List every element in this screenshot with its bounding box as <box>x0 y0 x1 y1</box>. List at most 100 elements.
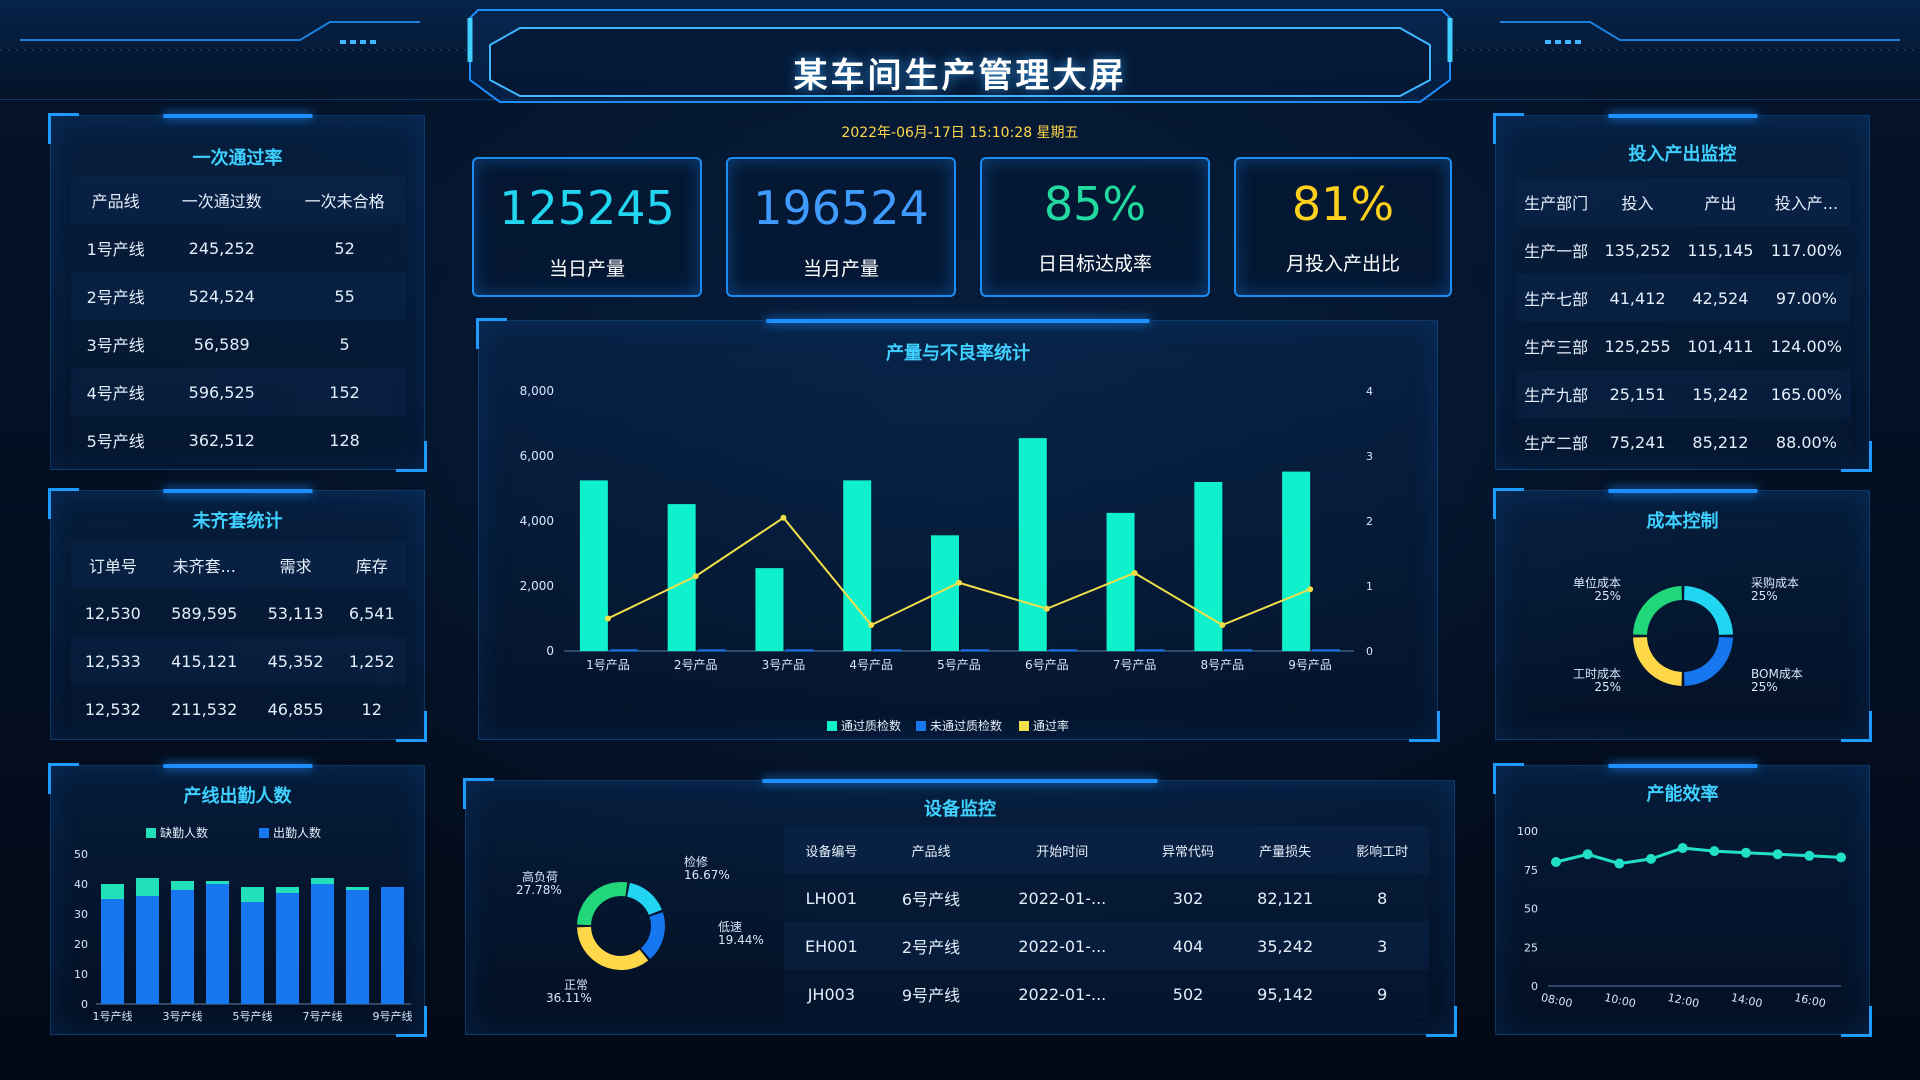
page-title: 某车间生产管理大屏 <box>793 56 1127 96</box>
efficiency-point <box>1836 852 1846 863</box>
bar-present <box>276 893 299 1004</box>
column-header: 投入 <box>1596 178 1679 226</box>
bar-fail <box>609 649 638 652</box>
y-tick-label: 2,000 <box>520 579 554 593</box>
column-header: 库存 <box>337 541 406 589</box>
table-cell: 95,142 <box>1234 970 1336 1018</box>
panel-accent <box>762 779 1158 783</box>
y-tick-label: 0 <box>546 644 554 658</box>
table-row: 生产二部 75,241 85,212 88.00% <box>1516 418 1851 466</box>
rate-point <box>780 514 787 521</box>
table-cell: 25,151 <box>1596 370 1679 418</box>
table-cell: 生产三部 <box>1516 322 1597 370</box>
column-header: 影响工时 <box>1335 826 1429 874</box>
x-tick-label: 2号产品 <box>674 658 718 672</box>
header: 某车间生产管理大屏 <box>0 0 1920 110</box>
y-tick-label: 10 <box>74 968 88 981</box>
table-cell: 302 <box>1141 874 1235 922</box>
bar-absent <box>136 878 159 896</box>
column-header: 开始时间 <box>983 826 1142 874</box>
slice-name: 单位成本 <box>1572 576 1621 590</box>
panel-accent <box>766 319 1150 323</box>
table-row: 2号产线 524,524 55 <box>71 272 406 320</box>
panel-accent <box>162 114 313 118</box>
x-tick-label: 08:00 <box>1540 991 1574 1010</box>
donut-label: BOM成本 25% <box>1751 668 1803 694</box>
panel-title: 产量与不良率统计 <box>886 343 1030 364</box>
table-cell: 125,255 <box>1596 322 1679 370</box>
y-tick-label: 50 <box>74 848 88 861</box>
bar-absent <box>276 887 299 893</box>
bar-absent <box>311 878 334 884</box>
efficiency-point <box>1646 853 1656 864</box>
bar-pass <box>579 480 608 651</box>
panel-title: 产线出勤人数 <box>183 786 292 807</box>
y-tick-label: 6,000 <box>520 449 554 463</box>
legend-label: 缺勤人数 <box>160 826 209 840</box>
table-cell: 4号产线 <box>71 368 161 416</box>
bar-present <box>171 890 194 1004</box>
column-header: 产品线 <box>71 176 161 224</box>
panel-accent <box>1607 489 1758 493</box>
table-cell: 415,121 <box>154 637 254 685</box>
slice-name: 采购成本 <box>1751 576 1800 590</box>
table-cell: 88.00% <box>1761 418 1851 466</box>
table-cell: 502 <box>1141 970 1235 1018</box>
y-tick-label: 4,000 <box>520 514 554 528</box>
y-tick-label: 25 <box>1524 941 1538 954</box>
bar-fail <box>1224 649 1253 652</box>
table-cell: 生产一部 <box>1516 226 1597 274</box>
table-cell: 1号产线 <box>71 224 161 272</box>
bar-pass <box>1018 438 1047 651</box>
table-cell: 75,241 <box>1596 418 1679 466</box>
table-cell: 6,541 <box>337 589 406 637</box>
efficiency-panel: 产能效率 0 25 50 75 100 08:00 10:00 12:00 14:00 16:00 <box>1493 763 1872 1037</box>
table-row: 4号产线 596,525 152 <box>71 368 406 416</box>
table-cell: 55 <box>283 272 406 320</box>
y-tick-label: 40 <box>74 878 88 891</box>
table-row: 1号产线 245,252 52 <box>71 224 406 272</box>
donut-label: 正常 36.11% <box>546 978 592 1005</box>
legend-swatch <box>146 828 156 838</box>
incomplete-panel: 未齐套统计 订单号 未齐套... 需求 库存 12,530 589,595 53… <box>48 488 427 742</box>
rate-point <box>1307 586 1314 593</box>
efficiency-point <box>1804 850 1815 861</box>
legend-label: 通过率 <box>1033 719 1070 733</box>
slice-name: 低速 <box>718 920 743 934</box>
slice-name: 工时成本 <box>1572 667 1621 681</box>
table-row: 12,530 589,595 53,113 6,541 <box>71 589 406 637</box>
legend-pass: 通过质检数 <box>827 717 901 734</box>
x-tick-label: 7号产线 <box>303 1009 343 1023</box>
table-cell: 9号产线 <box>878 970 984 1018</box>
table-row: 生产一部 135,252 115,145 117.00% <box>1516 226 1851 274</box>
slice-name: 正常 <box>563 978 588 992</box>
x-tick-label: 1号产线 <box>93 1009 133 1023</box>
table-row: JH003 9号产线 2022-01-... 502 95,142 9 <box>784 970 1429 1018</box>
panel-title: 未齐套统计 <box>192 511 283 532</box>
column-header: 产出 <box>1678 178 1762 226</box>
column-header: 设备编号 <box>784 826 879 874</box>
header-decoration <box>0 9 1920 103</box>
table-cell: 2022-01-... <box>983 970 1142 1018</box>
legend-label: 通过质检数 <box>841 719 902 733</box>
slice-pct: 25% <box>1751 589 1778 603</box>
column-header: 一次通过数 <box>160 176 284 224</box>
legend-swatch <box>259 828 269 838</box>
efficiency-point <box>1709 846 1720 857</box>
table-cell: 85,212 <box>1678 418 1762 466</box>
table-cell: 245,252 <box>160 224 284 272</box>
table-cell: 35,242 <box>1234 922 1336 970</box>
panel-title: 成本控制 <box>1646 511 1719 532</box>
table-cell: 42,524 <box>1678 274 1762 322</box>
table-cell: 97.00% <box>1761 274 1851 322</box>
first-pass-table: 产品线 一次通过数 一次未合格 1号产线 245,252 52 2号产线 524… <box>71 176 406 464</box>
equipment-table: 设备编号 产品线 开始时间 异常代码 产量损失 影响工时 LH001 6号产线 … <box>784 826 1429 1018</box>
rate-point <box>692 573 699 580</box>
cost-donut <box>1633 586 1733 686</box>
equipment-donut <box>577 882 665 970</box>
table-cell: 128 <box>283 416 406 464</box>
table-cell: 46,855 <box>253 685 338 733</box>
table-cell: 1,252 <box>337 637 406 685</box>
kpi-label: 当月产量 <box>802 258 879 280</box>
donut-label: 检修 16.67% <box>684 856 730 882</box>
